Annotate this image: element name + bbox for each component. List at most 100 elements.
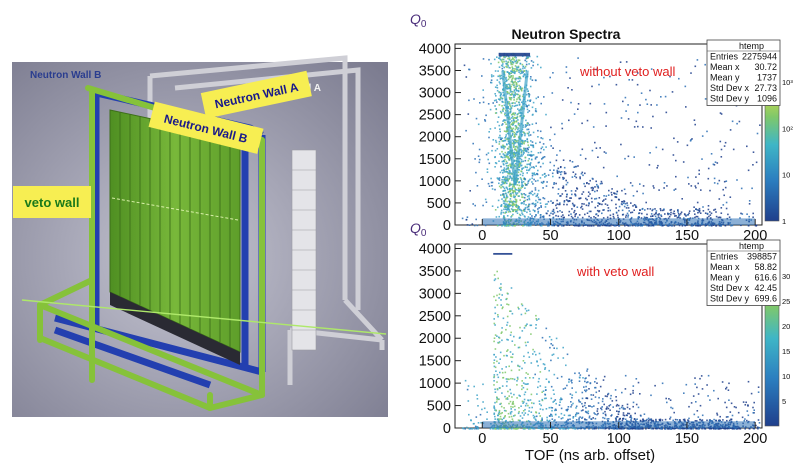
density-point (624, 374, 627, 377)
density-point (507, 63, 509, 66)
density-point (657, 214, 660, 216)
density-point (549, 346, 551, 349)
density-point (510, 405, 512, 408)
density-point (702, 210, 705, 212)
density-point (563, 216, 565, 219)
density-point (519, 419, 521, 422)
density-point (527, 148, 529, 151)
density-point (521, 367, 523, 370)
density-point (514, 92, 516, 94)
density-point (665, 111, 668, 114)
density-point (706, 130, 708, 133)
density-point (759, 124, 761, 126)
density-point (708, 215, 710, 218)
density-point (519, 157, 522, 160)
density-point (553, 393, 555, 395)
density-point (501, 225, 503, 227)
density-point (517, 108, 519, 110)
density-point (557, 193, 560, 195)
density-point (493, 365, 496, 368)
density-point (520, 170, 522, 172)
density-point (684, 213, 686, 216)
density-point (519, 94, 521, 97)
density-point (626, 204, 629, 207)
density-point (544, 368, 546, 370)
density-point (502, 169, 505, 171)
density-point (519, 214, 522, 217)
density-point (681, 225, 684, 227)
density-point (580, 172, 583, 175)
density-point (523, 327, 526, 329)
density-point (506, 171, 509, 173)
density-point (615, 211, 618, 214)
density-point (528, 427, 530, 430)
density-point (614, 192, 616, 195)
y-tick-label: 1000 (419, 174, 451, 190)
density-point (537, 189, 540, 192)
density-point (622, 407, 625, 409)
density-point (500, 213, 502, 215)
density-point (614, 389, 617, 391)
density-point (689, 140, 692, 142)
density-point (589, 405, 591, 407)
density-point (633, 156, 635, 158)
density-point (520, 187, 522, 189)
density-point (524, 210, 526, 212)
density-point (588, 210, 591, 213)
density-point (591, 201, 593, 203)
density-point (552, 186, 554, 189)
density-point (594, 417, 597, 420)
density-point (526, 88, 529, 90)
density-point (540, 137, 542, 139)
density-point (505, 195, 508, 197)
density-point (594, 198, 596, 200)
density-point (731, 414, 734, 417)
density-point (544, 206, 547, 208)
density-point (506, 153, 508, 155)
density-point (525, 57, 528, 60)
density-point (579, 374, 582, 376)
stats-row-value: 2275944 (742, 52, 777, 62)
density-point (539, 385, 542, 387)
gamma-ridge (513, 70, 529, 186)
density-point (505, 136, 507, 138)
density-point (514, 94, 516, 97)
density-point (599, 203, 601, 205)
density-point (502, 153, 505, 155)
density-point (607, 392, 610, 395)
density-point (512, 209, 514, 211)
density-point (505, 427, 507, 430)
density-point (590, 197, 593, 200)
density-point (642, 427, 644, 430)
density-point (649, 152, 651, 154)
density-point (607, 418, 610, 420)
density-point (559, 401, 561, 403)
density-point (530, 67, 533, 69)
density-point (625, 61, 628, 63)
density-point (486, 168, 489, 170)
density-point (556, 347, 558, 350)
density-point (488, 162, 491, 165)
density-point (512, 123, 514, 126)
density-point (468, 68, 471, 71)
density-point (552, 353, 555, 356)
density-point (566, 353, 569, 356)
density-point (510, 410, 513, 413)
density-point (581, 391, 584, 394)
density-point (512, 210, 514, 212)
density-point (524, 216, 526, 218)
density-point (505, 84, 507, 86)
density-point (482, 101, 485, 104)
colorbar-tick-label: 10 (782, 372, 790, 381)
density-point (567, 427, 570, 430)
density-point (516, 115, 519, 118)
density-point (673, 189, 675, 191)
density-point (623, 188, 626, 191)
density-point (476, 224, 479, 227)
density-point (466, 224, 469, 226)
density-point (693, 413, 696, 416)
density-point (610, 191, 613, 194)
density-point (508, 92, 510, 95)
density-point (575, 213, 577, 215)
